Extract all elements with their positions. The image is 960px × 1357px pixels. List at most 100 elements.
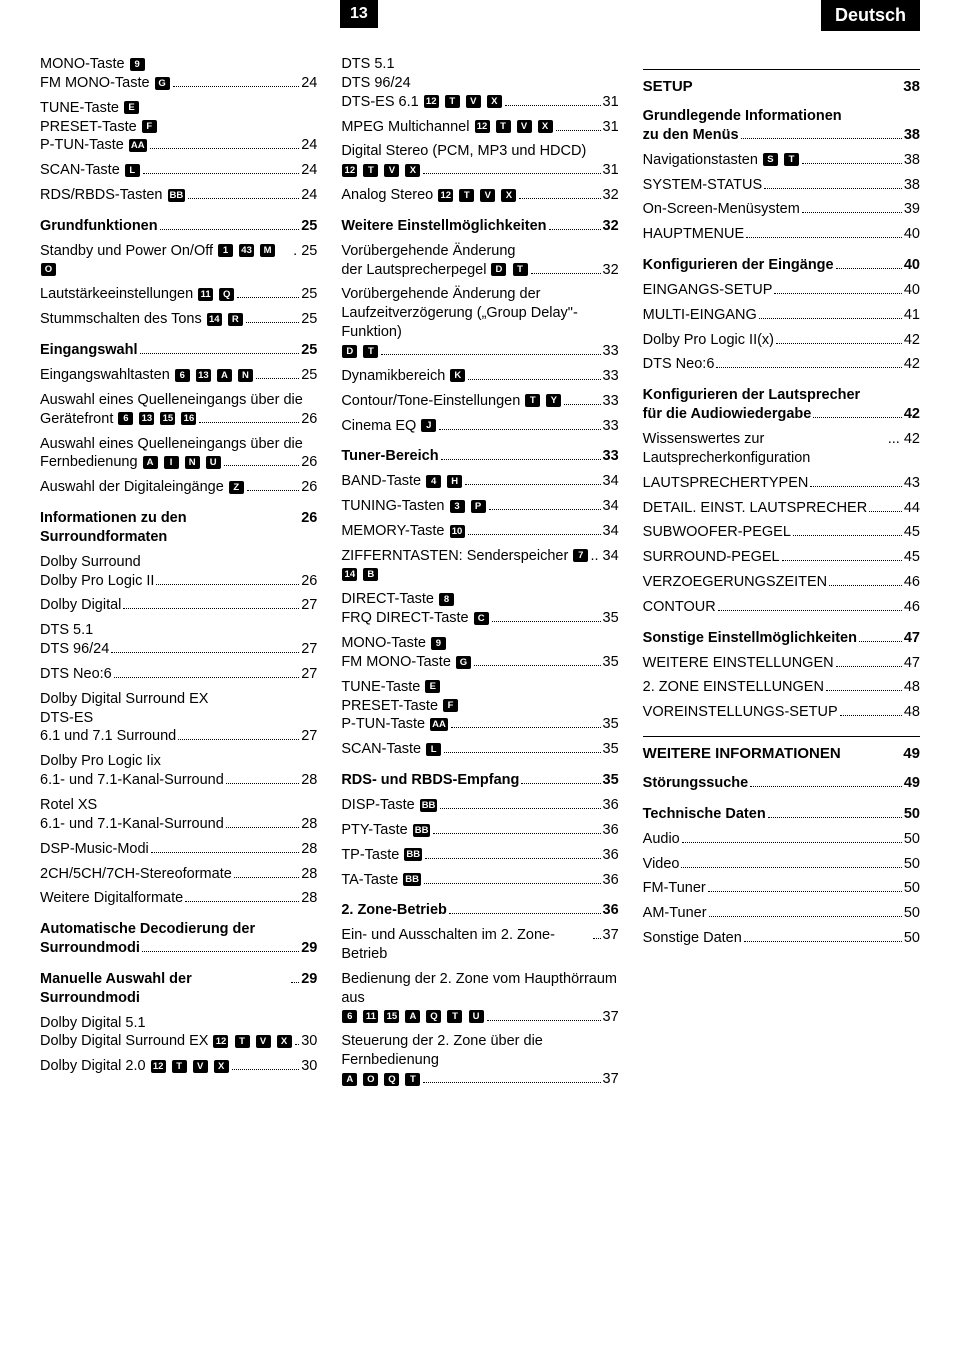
- toc-page-number: 29: [301, 970, 317, 989]
- ref-icon: F: [142, 120, 157, 133]
- toc-entry: LAUTSPRECHERTYPEN 43: [643, 474, 920, 493]
- toc-leader-dots: [123, 608, 299, 609]
- toc-leader-dots: [519, 198, 600, 199]
- toc-page-number: 50: [904, 929, 920, 948]
- toc-entry: Standby und Power On/Off 1 43 M O. 25: [40, 242, 317, 280]
- ref-icon: V: [517, 120, 532, 133]
- toc-leader-dots: [188, 198, 299, 199]
- toc-entry: Video 50: [643, 855, 920, 874]
- toc-label: BAND-Taste 4 H: [341, 472, 463, 491]
- toc-label: VOREINSTELLUNGS-SETUP: [643, 703, 838, 722]
- toc-entry: Dolby Digital 2.0 12 T V X 30: [40, 1057, 317, 1076]
- toc-section: Eingangswahl 25: [40, 341, 317, 360]
- toc-entry: SURROUND-PEGEL 45: [643, 548, 920, 567]
- toc-section: Konfigurieren der Lautsprecherfür die Au…: [643, 386, 920, 424]
- ref-icon: 13: [196, 369, 211, 382]
- ref-icon: 15: [384, 1010, 399, 1023]
- ref-icon: G: [456, 656, 471, 669]
- section-title: SETUP38: [643, 69, 920, 95]
- toc-page-number: 47: [904, 629, 920, 648]
- toc-leader-dots: [826, 690, 902, 691]
- ref-icon: L: [125, 164, 140, 177]
- toc-page-number: 40: [904, 281, 920, 300]
- toc-label: On-Screen-Menüsystem: [643, 200, 800, 219]
- toc-entry: DETAIL. EINST. LAUTSPRECHER 44: [643, 499, 920, 518]
- toc-entry: SUBWOOFER-PEGEL 45: [643, 523, 920, 542]
- toc-page-number: 36: [603, 796, 619, 815]
- toc-label: CONTOUR: [643, 598, 716, 617]
- toc-label: FM-Tuner: [643, 879, 706, 898]
- ref-icon: X: [277, 1035, 292, 1048]
- ref-icon: 11: [363, 1010, 378, 1023]
- toc-label: Störungssuche: [643, 774, 749, 793]
- toc-leader-dots: [836, 666, 902, 667]
- ref-icon: H: [447, 475, 462, 488]
- toc-page-number: 28: [301, 889, 317, 908]
- toc-entry: PTY-Taste BB 36: [341, 821, 618, 840]
- toc-section: Störungssuche 49: [643, 774, 920, 793]
- toc-entry: Steuerung der 2. Zone über die Fernbedie…: [341, 1032, 618, 1089]
- toc-leader-dots: [750, 786, 902, 787]
- toc-page-number: 25: [301, 285, 317, 304]
- ref-icon: B: [363, 568, 378, 581]
- toc-leader-dots: [140, 353, 300, 354]
- ref-icon: BB: [168, 189, 186, 202]
- toc-section: Informationen zu den Surroundformaten26: [40, 509, 317, 547]
- toc-entry: SCAN-Taste L 24: [40, 161, 317, 180]
- toc-section: Tuner-Bereich 33: [341, 447, 618, 466]
- toc-label: PTY-Taste BB: [341, 821, 431, 840]
- ref-icon: 43: [239, 244, 254, 257]
- toc-label: DISP-Taste BB: [341, 796, 438, 815]
- toc-leader-dots: [744, 941, 902, 942]
- ref-icon: BB: [413, 824, 431, 837]
- ref-icon: V: [256, 1035, 271, 1048]
- ref-icon: T: [513, 263, 528, 276]
- toc-leader-dots: [810, 486, 901, 487]
- page-header: 13 Deutsch: [40, 0, 920, 31]
- toc-leader-dots: [802, 212, 902, 213]
- toc-label: MEMORY-Taste 10: [341, 522, 465, 541]
- toc-page-number: 31: [603, 118, 619, 137]
- toc-page-number: 36: [603, 846, 619, 865]
- toc-page-number: 49: [904, 774, 920, 793]
- toc-page-number: 28: [301, 840, 317, 859]
- toc-page-number: 42: [904, 331, 920, 350]
- ref-icon: T: [405, 1073, 420, 1086]
- toc-leader-dots: [234, 877, 299, 878]
- toc-section: Konfigurieren der Eingänge 40: [643, 256, 920, 275]
- ref-icon: J: [421, 419, 436, 432]
- toc-entry: Lautstärkeeinstellungen 11 Q 25: [40, 285, 317, 304]
- ref-icon: T: [496, 120, 511, 133]
- toc-label: Sonstige Daten: [643, 929, 742, 948]
- toc-section: Manuelle Auswahl der Surroundmodi 29: [40, 970, 317, 1008]
- toc-entry: Analog Stereo 12 T V X 32: [341, 186, 618, 205]
- ref-icon: L: [426, 743, 441, 756]
- toc-page-number: 34: [603, 522, 619, 541]
- toc-section: Grundlegende Informationenzu den Menüs38: [643, 107, 920, 145]
- toc-entry: MPEG Multichannel 12 T V X 31: [341, 118, 618, 137]
- toc-page-number: 45: [904, 523, 920, 542]
- ref-icon: A: [143, 456, 158, 469]
- toc-leader-dots: [549, 229, 601, 230]
- toc-entry: DTS 5.1DTS 96/24DTS-ES 6.1 12 T V X 31: [341, 55, 618, 112]
- ref-icon: 15: [160, 412, 175, 425]
- toc-entry: Dynamikbereich K 33: [341, 367, 618, 386]
- ref-icon: 12: [213, 1035, 228, 1048]
- toc-label: Tuner-Bereich: [341, 447, 438, 466]
- toc-entry: Contour/Tone-Einstellungen T Y 33: [341, 392, 618, 411]
- toc-page-number: ... 42: [888, 430, 920, 449]
- toc-label: SCAN-Taste L: [40, 161, 141, 180]
- ref-icon: 11: [198, 288, 213, 301]
- ref-icon: T: [447, 1010, 462, 1023]
- toc-page-number: 40: [904, 256, 920, 275]
- toc-leader-dots: [840, 715, 902, 716]
- toc-entry: Ein- und Ausschalten im 2. Zone-Betrieb …: [341, 926, 618, 964]
- toc-entry: DSP-Music-Modi 28: [40, 840, 317, 859]
- toc-leader-dots: [774, 293, 901, 294]
- toc-leader-dots: [143, 173, 299, 174]
- toc-entry: Vorübergehende Änderung derLaufzeitverzö…: [341, 285, 618, 360]
- toc-leader-dots: [782, 560, 902, 561]
- toc-entry: HAUPTMENUE 40: [643, 225, 920, 244]
- toc-leader-dots: [564, 404, 600, 405]
- ref-icon: 10: [450, 525, 465, 538]
